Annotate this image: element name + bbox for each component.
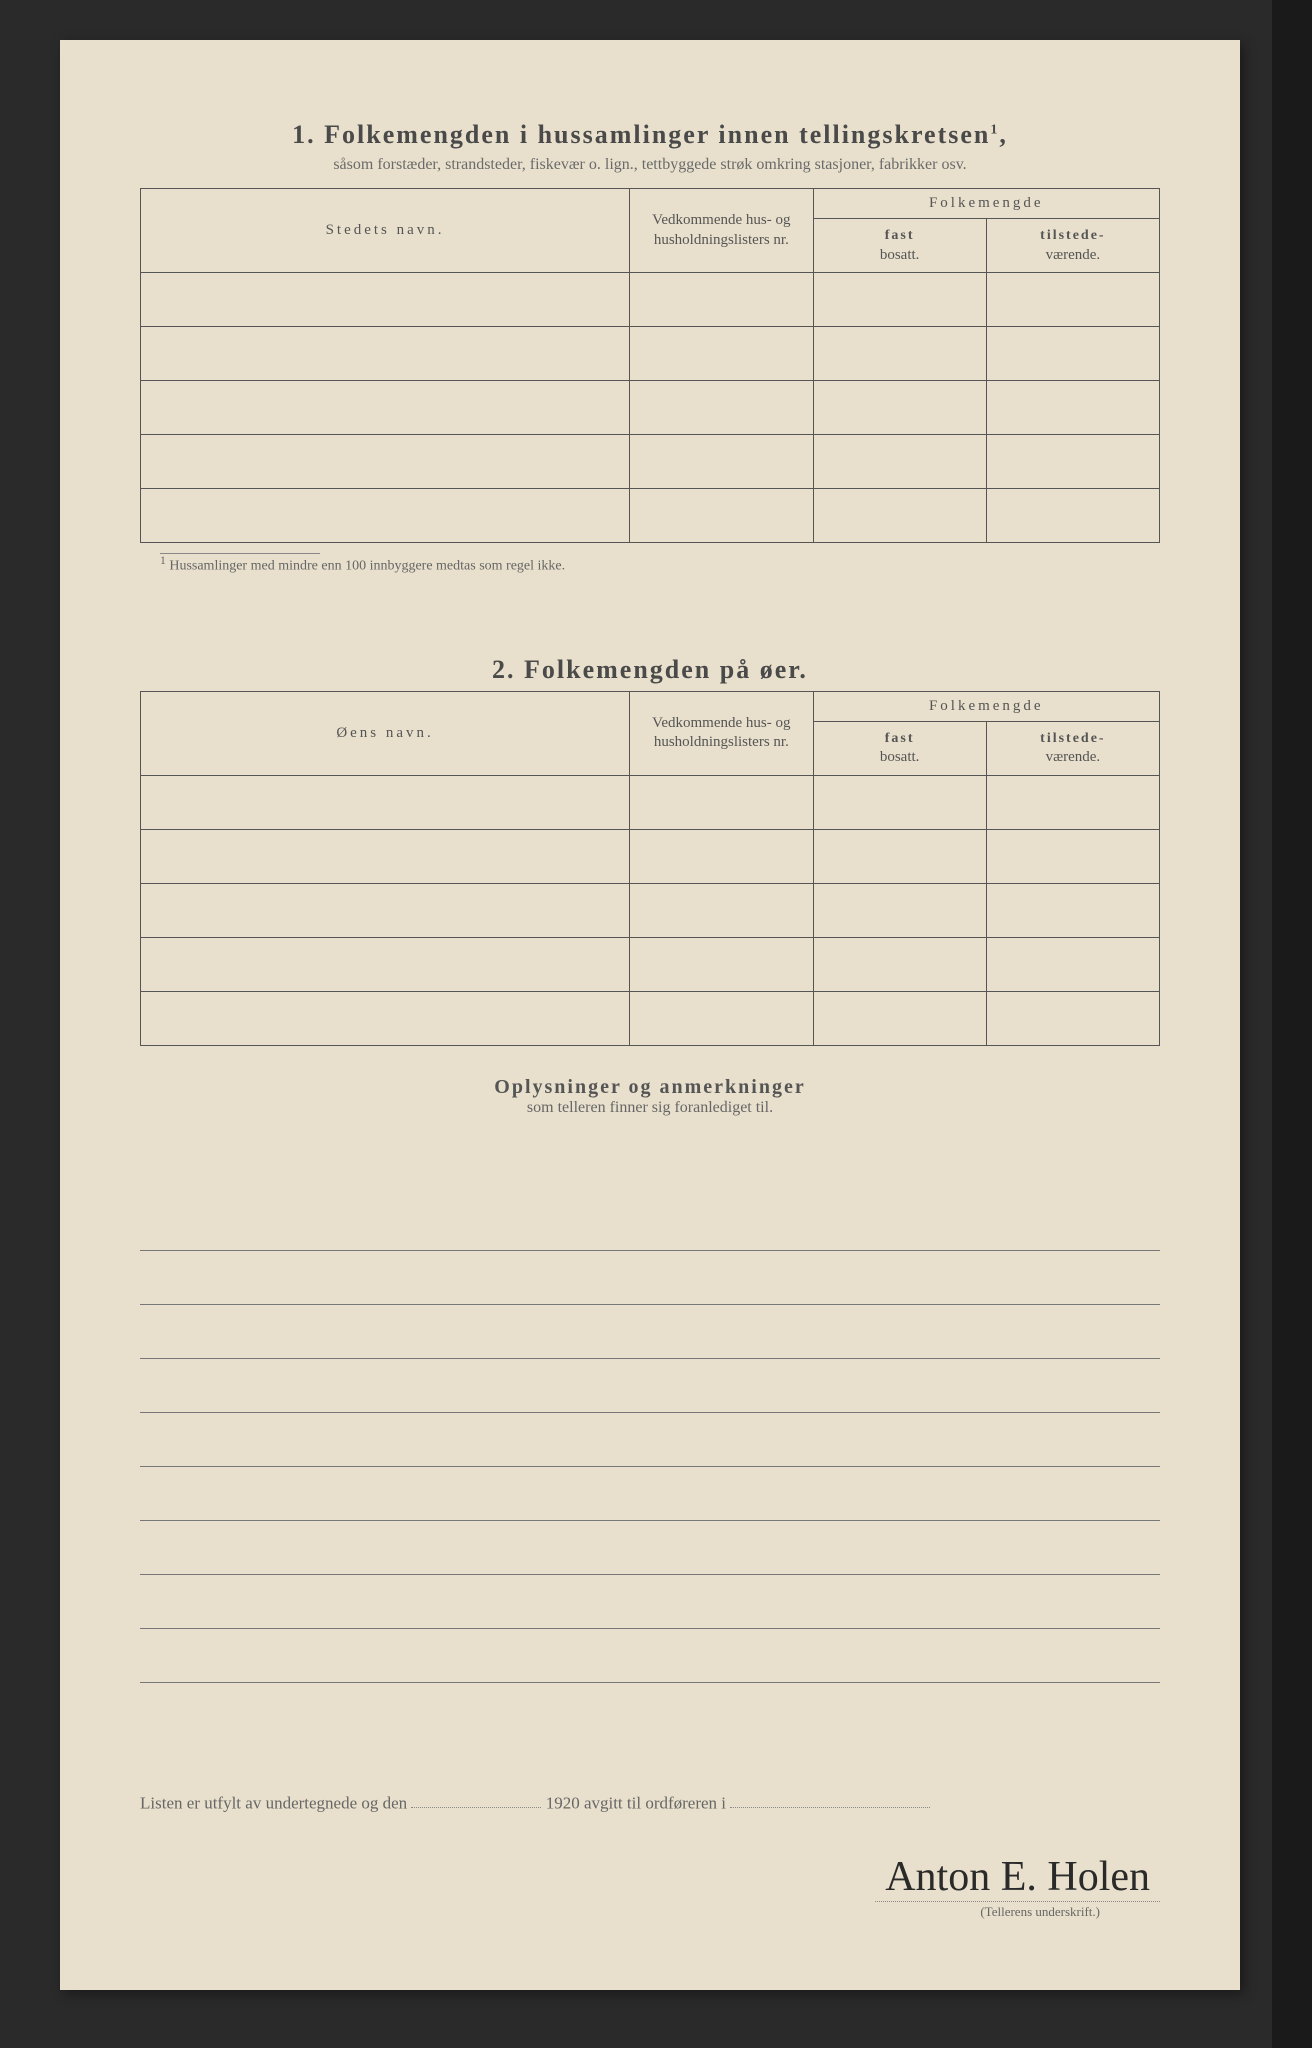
table-cell — [141, 273, 630, 327]
table-row — [141, 489, 1160, 543]
table-cell — [630, 435, 813, 489]
table-cell — [813, 381, 986, 435]
table-cell — [813, 829, 986, 883]
table-cell — [630, 883, 813, 937]
section1-subtitle: såsom forstæder, strandsteder, fiskevær … — [140, 156, 1160, 174]
table-cell — [141, 829, 630, 883]
table-cell — [141, 883, 630, 937]
table-cell — [813, 489, 986, 543]
section2-title-text: Folkemengden på øer. — [524, 655, 808, 684]
table-cell — [141, 381, 630, 435]
table-cell — [630, 489, 813, 543]
table-cell — [141, 435, 630, 489]
ruled-line — [140, 1629, 1160, 1683]
section3-title: Oplysninger og anmerkninger — [140, 1076, 1160, 1099]
ruled-line — [140, 1197, 1160, 1251]
signature-label: (Tellerens underskrift.) — [140, 1904, 1160, 1920]
table-cell — [141, 775, 630, 829]
section2-number: 2. — [492, 655, 516, 684]
census-form-page: 1. Folkemengden i hussamlinger innen tel… — [60, 40, 1240, 1990]
table-cell — [813, 435, 986, 489]
date-blank — [411, 1793, 541, 1808]
section1-table: Stedets navn. Vedkommende hus- og hushol… — [140, 188, 1160, 543]
section1-number: 1. — [292, 120, 316, 149]
ruled-line — [140, 1413, 1160, 1467]
table-cell — [630, 991, 813, 1045]
table-cell — [813, 327, 986, 381]
ruled-line — [140, 1467, 1160, 1521]
table-cell — [986, 381, 1159, 435]
table-cell — [986, 489, 1159, 543]
table-cell — [141, 327, 630, 381]
section1-title-text: Folkemengden i hussamlinger innen tellin… — [324, 120, 990, 149]
table-cell — [986, 435, 1159, 489]
table-cell — [986, 327, 1159, 381]
bottom-line: Listen er utfylt av undertegnede og den … — [140, 1793, 1160, 1813]
section1-title: 1. Folkemengden i hussamlinger innen tel… — [140, 120, 1160, 150]
table-cell — [630, 937, 813, 991]
table-cell — [141, 489, 630, 543]
s2-col-folk: Folkemengde — [813, 691, 1159, 721]
s2-col-list: Vedkommende hus- og husholdningslisters … — [630, 691, 813, 775]
s2-col-name: Øens navn. — [141, 691, 630, 775]
table-cell — [986, 775, 1159, 829]
table-cell — [630, 381, 813, 435]
table-cell — [813, 273, 986, 327]
s1-col-list: Vedkommende hus- og husholdningslisters … — [630, 189, 813, 273]
table-cell — [986, 991, 1159, 1045]
section2-title: 2. Folkemengden på øer. — [140, 655, 1160, 685]
table-row — [141, 435, 1160, 489]
s1-col-folk: Folkemengde — [813, 189, 1159, 219]
table-row — [141, 273, 1160, 327]
table-cell — [813, 775, 986, 829]
section2-table: Øens navn. Vedkommende hus- og husholdni… — [140, 691, 1160, 1046]
table-cell — [986, 883, 1159, 937]
table-row — [141, 883, 1160, 937]
s2-col-til: tilstede- værende. — [986, 721, 1159, 775]
ruled-line — [140, 1521, 1160, 1575]
table-cell — [630, 327, 813, 381]
table-row — [141, 327, 1160, 381]
s1-col-fast: fast bosatt. — [813, 219, 986, 273]
table-cell — [813, 883, 986, 937]
ruled-line — [140, 1305, 1160, 1359]
table-row — [141, 937, 1160, 991]
table-cell — [141, 937, 630, 991]
table-cell — [630, 273, 813, 327]
signature-area: Anton E. Holen (Tellerens underskrift.) — [140, 1853, 1160, 1920]
s2-col-fast: fast bosatt. — [813, 721, 986, 775]
table-cell — [630, 829, 813, 883]
table-row — [141, 829, 1160, 883]
table-cell — [141, 991, 630, 1045]
table-cell — [986, 829, 1159, 883]
place-blank — [730, 1793, 930, 1808]
table-row — [141, 381, 1160, 435]
ruled-line — [140, 1575, 1160, 1629]
section1-sup: 1 — [990, 122, 999, 137]
s1-col-til: tilstede- værende. — [986, 219, 1159, 273]
table-cell — [986, 273, 1159, 327]
signature: Anton E. Holen — [875, 1853, 1160, 1902]
footnote-text: 1 Hussamlinger med mindre enn 100 innbyg… — [160, 554, 1160, 575]
s2-body — [141, 775, 1160, 1045]
table-cell — [813, 991, 986, 1045]
table-cell — [813, 937, 986, 991]
s1-body — [141, 273, 1160, 543]
table-row — [141, 775, 1160, 829]
table-row — [141, 991, 1160, 1045]
s1-col-name: Stedets navn. — [141, 189, 630, 273]
table-cell — [630, 775, 813, 829]
table-cell — [986, 937, 1159, 991]
ruled-line — [140, 1251, 1160, 1305]
section3-subtitle: som telleren finner sig foranlediget til… — [140, 1099, 1160, 1117]
ruled-line — [140, 1359, 1160, 1413]
binding-strip — [1272, 0, 1312, 2048]
remarks-lines — [140, 1197, 1160, 1683]
